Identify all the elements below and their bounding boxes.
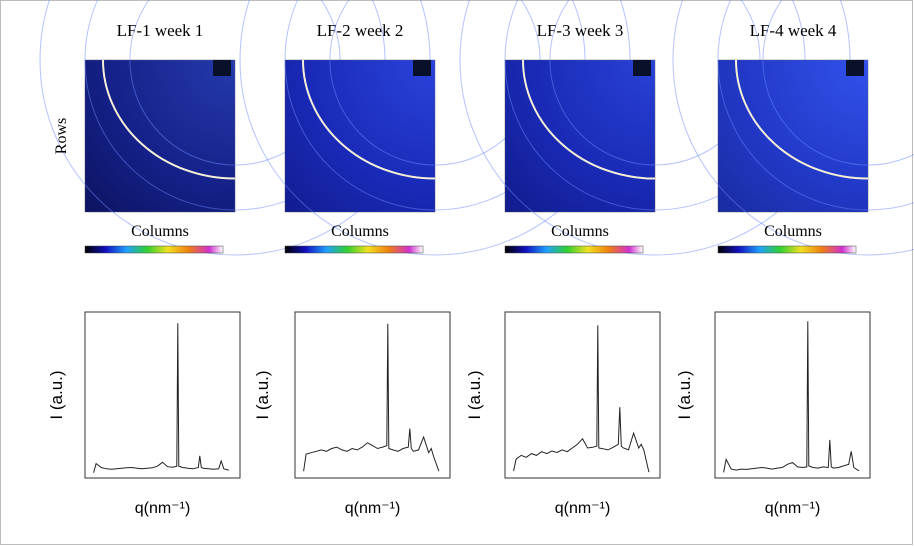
y-axis-label: I (a.u.) [675,370,694,419]
beamstop [413,60,431,76]
intensity-line [723,321,860,473]
beamstop-ring [522,59,656,180]
x-axis-label: q(nm⁻¹) [765,500,821,517]
detector-shade [85,60,235,212]
beamstop [633,60,651,76]
x-axis-label: q(nm⁻¹) [555,500,611,517]
intensity-line [93,323,230,473]
intensity-line [513,325,650,473]
plot-frame [294,311,451,479]
colorbar [84,245,224,254]
beamstop [213,60,231,76]
diffraction-ring [762,0,914,166]
x-axis-label: q(nm⁻¹) [345,500,401,517]
beamstop-ring [735,59,869,180]
detector-shade [505,60,655,212]
panel-title: LF-4 week 4 [750,21,837,40]
colorbar [717,245,857,254]
column-label: Columns [764,223,822,240]
colorbar [504,245,644,254]
plot-frame [504,311,661,479]
row-label: Rows [53,118,70,154]
plot-frame [84,311,241,479]
detector-shade [718,60,868,212]
intensity-line [303,323,440,472]
column-label: Columns [331,223,389,240]
column-label: Columns [131,223,189,240]
diffraction-ring [717,0,914,211]
y-axis-label: I (a.u.) [465,370,484,419]
y-axis-label: I (a.u.) [253,370,272,419]
panel-title: LF-3 week 3 [537,21,624,40]
beamstop [846,60,864,76]
beamstop-ring [102,59,236,180]
diffraction-ring [672,0,914,256]
detector-shade [285,60,435,212]
beamstop-ring [302,59,436,180]
panel-title: LF-1 week 1 [117,21,204,40]
colorbar [284,245,424,254]
panel-title: LF-2 week 2 [317,21,404,40]
plot-frame [714,311,871,479]
column-label: Columns [551,223,609,240]
y-axis-label: I (a.u.) [47,370,66,419]
x-axis-label: q(nm⁻¹) [135,500,191,517]
